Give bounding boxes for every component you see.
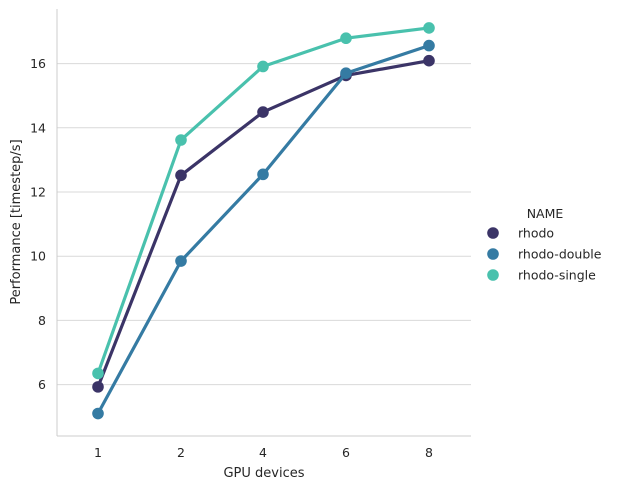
data-point-rhodo-double-8	[423, 39, 435, 52]
data-point-rhodo-single-8	[423, 22, 435, 34]
x-tick-label: 4	[259, 445, 267, 460]
data-point-rhodo-1	[92, 381, 104, 393]
y-axis-label: Performance [timestep/s]	[9, 139, 24, 304]
x-axis-label: GPU devices	[223, 466, 304, 481]
y-tick-labels: 6 8 10 12 14 16	[30, 56, 46, 392]
y-tick-label: 8	[38, 313, 46, 328]
x-tick-label: 1	[94, 445, 102, 460]
data-point-rhodo-double-4	[257, 168, 269, 181]
x-tick-label: 6	[342, 445, 350, 460]
series-rhodo-single	[92, 22, 435, 380]
data-point-rhodo-single-6	[340, 32, 352, 45]
series-rhodo-double	[92, 39, 435, 420]
legend-item-rhodo-double: rhodo-double	[487, 247, 602, 262]
legend-label: rhodo-double	[518, 247, 602, 262]
y-tick-label: 16	[30, 56, 46, 71]
data-point-rhodo-single-1	[92, 367, 104, 380]
y-tick-label: 10	[30, 249, 46, 264]
legend-item-rhodo: rhodo	[487, 226, 554, 241]
series	[92, 22, 435, 420]
legend-title: NAME	[527, 206, 564, 221]
y-tick-label: 14	[30, 120, 46, 135]
legend-marker	[487, 269, 499, 281]
y-tick-label: 6	[38, 377, 46, 392]
data-point-rhodo-double-2	[175, 255, 187, 267]
data-point-rhodo-double-1	[92, 407, 104, 420]
axes	[56, 9, 471, 437]
legend-items: rhodo rhodo-double rhodo-single	[487, 226, 602, 283]
series-rhodo	[92, 54, 435, 393]
data-point-rhodo-double-6	[340, 67, 352, 80]
legend-marker	[487, 227, 499, 239]
y-tick-label: 12	[30, 185, 46, 200]
x-tick-label: 8	[425, 445, 433, 460]
data-point-rhodo-single-2	[175, 134, 187, 146]
data-point-rhodo-8	[423, 54, 435, 67]
data-point-rhodo-single-4	[257, 60, 269, 73]
data-point-rhodo-2	[175, 169, 187, 182]
legend-item-rhodo-single: rhodo-single	[487, 268, 596, 283]
data-point-rhodo-4	[257, 106, 269, 118]
legend: NAME rhodo rhodo-double rhodo-single	[487, 206, 602, 283]
legend-label: rhodo	[518, 226, 554, 241]
legend-marker	[487, 248, 499, 260]
legend-label: rhodo-single	[518, 268, 596, 283]
x-tick-labels: 1 2 4 6 8	[94, 445, 433, 460]
x-tick-label: 2	[177, 445, 185, 460]
